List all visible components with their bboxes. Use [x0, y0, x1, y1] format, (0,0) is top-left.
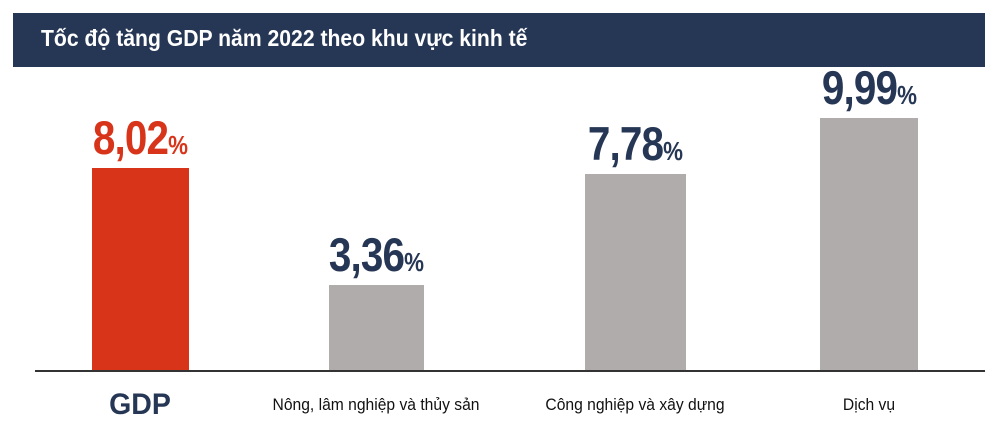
data-label-3: 9,99% — [821, 60, 917, 115]
category-label-0: GDP — [109, 388, 171, 421]
bar-3 — [820, 118, 918, 370]
data-label-value: 9,99 — [821, 61, 898, 115]
data-label-unit: % — [404, 247, 424, 278]
data-label-0: 8,02% — [92, 110, 188, 165]
bar-1 — [328, 285, 424, 370]
data-label-unit: % — [663, 135, 683, 166]
bar-0 — [91, 167, 189, 370]
data-label-value: 7,78 — [587, 116, 664, 170]
category-label-1: Nông, lâm nghiệp và thủy sản — [272, 395, 480, 414]
chart-title: Tốc độ tăng GDP năm 2022 theo khu vực ki… — [41, 25, 528, 51]
chart-header: Tốc độ tăng GDP năm 2022 theo khu vực ki… — [13, 13, 985, 67]
bar-2 — [584, 173, 686, 370]
x-axis-line — [35, 370, 985, 372]
data-label-value: 8,02 — [92, 110, 169, 164]
category-label-2: Công nghiệp và xây dựng — [545, 395, 725, 414]
data-label-2: 7,78% — [587, 116, 683, 171]
data-label-unit: % — [897, 80, 917, 111]
data-label-unit: % — [168, 129, 188, 160]
category-label-3: Dịch vụ — [842, 395, 896, 414]
data-label-value: 3,36 — [328, 228, 405, 282]
data-label-1: 3,36% — [328, 227, 424, 282]
